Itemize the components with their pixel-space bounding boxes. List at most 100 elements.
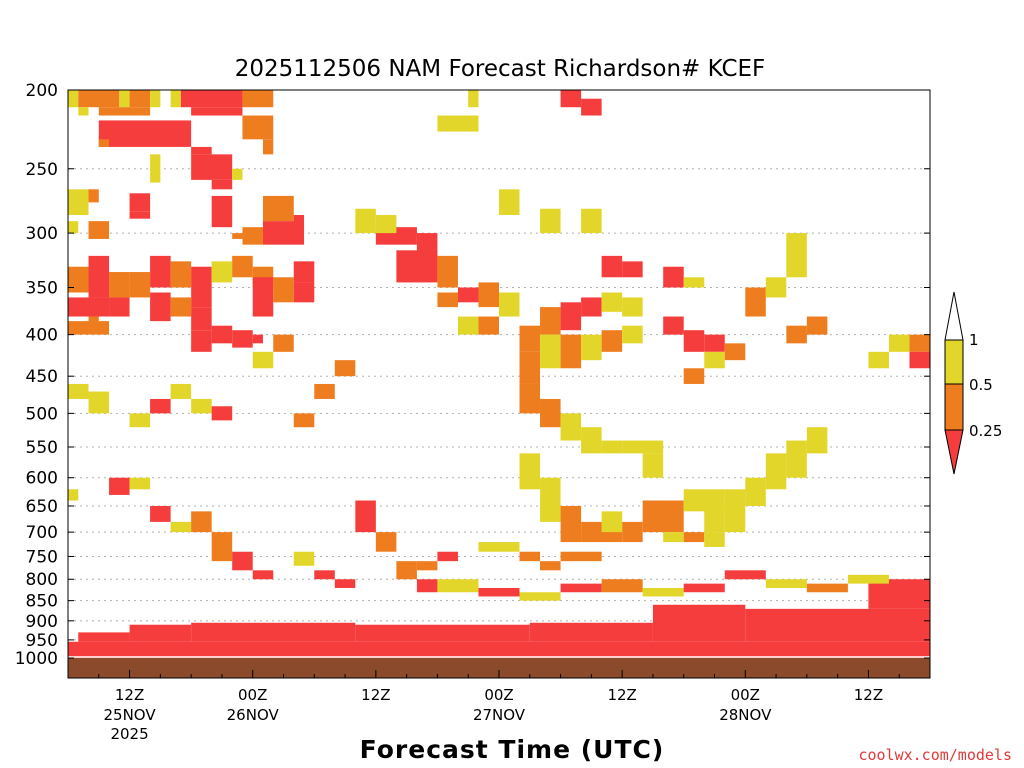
ri-cell — [601, 511, 623, 533]
ri-cell — [293, 551, 315, 566]
ri-cell — [88, 221, 110, 239]
ri-cell — [355, 208, 376, 234]
ri-cell — [560, 302, 582, 331]
ri-cell — [540, 477, 561, 522]
credit-text: coolwx.com/models — [858, 746, 1012, 764]
ri-cell — [191, 622, 356, 642]
heatmap-cells — [68, 90, 930, 678]
ri-cell — [704, 351, 725, 369]
colorbar-top-arrow — [944, 291, 964, 341]
ri-cell — [786, 440, 807, 478]
ri-cell — [806, 583, 848, 593]
ri-cell — [355, 500, 376, 533]
ri-cell — [150, 292, 171, 322]
y-tick-label: 950 — [26, 631, 58, 651]
ri-cell — [232, 255, 253, 278]
ri-cell — [437, 579, 479, 593]
y-tick-label: 200 — [26, 81, 58, 101]
ri-cell — [704, 334, 725, 352]
ri-cell — [314, 383, 335, 399]
ri-cell — [519, 383, 541, 414]
ri-cell — [560, 505, 582, 543]
ri-cell — [98, 120, 192, 147]
ri-cell — [211, 261, 233, 283]
ri-cell — [683, 330, 705, 352]
ri-cell — [129, 193, 151, 212]
colorbar-bin-mid — [944, 383, 964, 431]
ri-cell — [170, 383, 192, 399]
ri-cell — [252, 351, 274, 369]
ri-cell — [540, 208, 561, 234]
ri-cell — [622, 325, 643, 344]
ri-cell — [909, 334, 930, 352]
y-tick-label: 650 — [26, 497, 58, 517]
ri-cell — [560, 583, 602, 593]
y-tick-label: 850 — [26, 592, 58, 612]
ri-cell — [355, 624, 530, 642]
ri-cell — [622, 261, 643, 278]
ri-cell — [211, 325, 233, 344]
ri-cell — [765, 579, 807, 588]
y-tick-label: 300 — [26, 224, 58, 244]
plot-area — [67, 89, 931, 679]
ri-cell — [180, 90, 243, 108]
ri-cell — [683, 368, 705, 384]
ri-cell — [704, 532, 725, 547]
ground-band — [68, 658, 930, 678]
ri-cell — [68, 221, 79, 234]
ri-cell — [601, 255, 623, 278]
ri-cell — [150, 505, 171, 522]
ri-cell — [560, 334, 582, 369]
ri-cell — [150, 255, 171, 288]
ri-cell — [109, 272, 130, 298]
ri-cell — [437, 551, 458, 562]
ri-cell — [109, 297, 130, 317]
ri-cell — [478, 316, 499, 335]
ri-cell — [211, 179, 233, 190]
ri-cell — [334, 579, 356, 588]
ri-cell — [396, 561, 417, 580]
ri-cell — [581, 98, 602, 116]
ri-cell — [457, 316, 479, 335]
ri-cell — [191, 330, 212, 352]
ri-cell — [724, 570, 766, 580]
ri-cell — [191, 107, 243, 116]
ri-cell — [786, 325, 807, 344]
ri-cell — [765, 453, 787, 490]
ri-cell — [683, 532, 705, 543]
ri-cell — [847, 574, 889, 584]
x-tick-label: 12Z — [607, 686, 636, 704]
x-tick-label: 00Z — [238, 686, 267, 704]
ri-cell — [581, 427, 602, 454]
ri-cell — [129, 477, 151, 490]
ri-cell — [622, 440, 664, 454]
ri-cell — [232, 233, 243, 239]
x-tick-date: 28NOV — [719, 706, 772, 724]
ri-cell — [622, 521, 643, 543]
x-tick-date: 25NOV — [104, 706, 157, 724]
ri-cell — [273, 334, 294, 352]
ri-cell — [581, 297, 602, 317]
ri-cell — [683, 583, 725, 593]
ri-cell — [191, 154, 233, 180]
ri-cell — [129, 413, 151, 428]
colorbar-level-label: 1 — [969, 331, 979, 349]
ri-cell — [888, 334, 910, 352]
ri-cell — [540, 307, 561, 335]
ri-cell — [98, 139, 110, 147]
ri-cell — [150, 398, 171, 414]
ri-cell — [909, 351, 930, 369]
ri-cell — [416, 579, 438, 593]
ri-cell — [252, 334, 263, 344]
ri-cell — [262, 195, 294, 222]
ri-cell — [437, 292, 458, 308]
ri-cell — [170, 521, 192, 533]
ri-cell — [191, 511, 212, 533]
ri-cell — [519, 453, 541, 490]
ri-cell — [88, 189, 99, 203]
ri-cell — [88, 391, 110, 414]
ri-cell — [683, 489, 725, 512]
ri-cell — [191, 307, 212, 331]
ri-cell — [478, 542, 520, 552]
x-tick-label: 12Z — [854, 686, 883, 704]
